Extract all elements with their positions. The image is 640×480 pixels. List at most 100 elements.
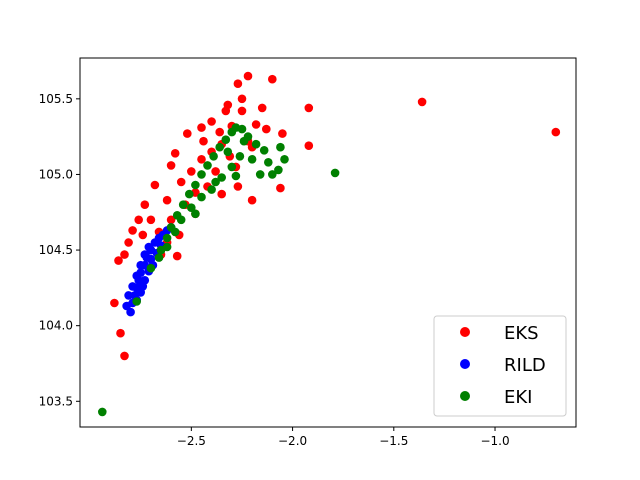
data-point [255, 170, 265, 179]
data-point [215, 142, 224, 152]
plot-frame [79, 57, 577, 428]
y-tick-label: 103.5 [39, 394, 73, 408]
legend-entry-eks: EKS [460, 323, 539, 344]
data-point [197, 170, 206, 179]
data-point [187, 203, 196, 212]
data-point [183, 129, 192, 138]
data-point [330, 168, 340, 178]
data-point [417, 97, 427, 107]
data-point [209, 152, 218, 161]
data-points [98, 71, 561, 417]
data-point [166, 215, 176, 225]
data-point [276, 142, 285, 152]
data-point [207, 117, 216, 126]
data-point [257, 103, 267, 113]
data-point [162, 242, 172, 252]
data-point [146, 263, 156, 273]
data-point [98, 407, 107, 417]
data-point [197, 192, 206, 202]
data-point [251, 120, 261, 129]
data-point [110, 298, 119, 308]
data-point [221, 135, 231, 144]
data-point [197, 155, 206, 164]
data-point [199, 136, 208, 146]
data-point [138, 230, 148, 240]
data-point [176, 215, 186, 225]
data-point [120, 351, 129, 361]
data-point [120, 250, 129, 259]
legend-marker [460, 391, 470, 401]
data-point [166, 161, 176, 170]
data-point [217, 189, 226, 199]
data-point [237, 94, 247, 104]
y-tick-label: 105.5 [39, 92, 73, 106]
data-point [247, 195, 257, 205]
data-point [259, 146, 269, 155]
legend: EKS RILD EKI [433, 315, 567, 417]
data-point [146, 215, 156, 225]
data-point [251, 139, 261, 149]
data-point [132, 297, 141, 306]
data-point [237, 106, 247, 116]
data-point [231, 171, 241, 181]
data-point [128, 282, 137, 291]
data-point [237, 124, 247, 134]
data-point [144, 242, 154, 252]
legend-entry-rild: RILD [460, 355, 546, 376]
data-point [264, 158, 273, 167]
y-tick-label: 105.0 [39, 167, 73, 181]
data-point [136, 260, 145, 270]
data-point [140, 200, 150, 209]
data-point [203, 161, 212, 170]
data-point [268, 74, 277, 84]
y-tick-label: 104.0 [39, 319, 73, 333]
data-point [172, 251, 182, 261]
data-point [227, 162, 237, 172]
data-point [197, 123, 206, 132]
data-point [176, 177, 186, 187]
data-point [134, 215, 143, 225]
data-point [223, 100, 233, 110]
data-point [154, 253, 164, 262]
data-point [132, 271, 141, 281]
data-point [140, 250, 150, 259]
data-point [185, 189, 194, 199]
data-point [150, 180, 160, 190]
data-point [217, 173, 226, 182]
data-point [124, 238, 133, 247]
legend-label: EKI [504, 387, 533, 408]
data-point [178, 200, 188, 209]
data-point [276, 183, 285, 193]
data-point [170, 227, 180, 237]
data-point [170, 149, 180, 158]
data-point [278, 129, 287, 138]
x-tick-label: −1.0 [480, 434, 509, 448]
data-point [122, 301, 131, 311]
data-point [262, 124, 271, 134]
data-point [304, 141, 314, 150]
data-point [207, 185, 216, 194]
data-point [187, 167, 196, 176]
data-point [551, 127, 561, 137]
data-point [211, 177, 220, 187]
data-point [162, 195, 172, 205]
x-tick-label: −2.0 [278, 434, 307, 448]
data-point [233, 182, 243, 191]
data-point [233, 79, 243, 88]
data-point [162, 233, 172, 243]
legend-marker [460, 327, 470, 337]
legend-marker [460, 359, 470, 369]
data-point [126, 307, 135, 317]
series-eki [98, 123, 340, 417]
data-point [304, 103, 314, 113]
y-tick-label: 104.5 [39, 243, 73, 257]
data-point [223, 147, 233, 157]
data-point [268, 170, 277, 179]
data-point [239, 136, 249, 146]
data-point [114, 256, 123, 265]
y-axis: 103.5 104.0 104.5 105.0 105.5 [39, 92, 80, 408]
legend-label: RILD [504, 355, 546, 376]
data-point [274, 165, 283, 175]
data-point [247, 155, 257, 164]
